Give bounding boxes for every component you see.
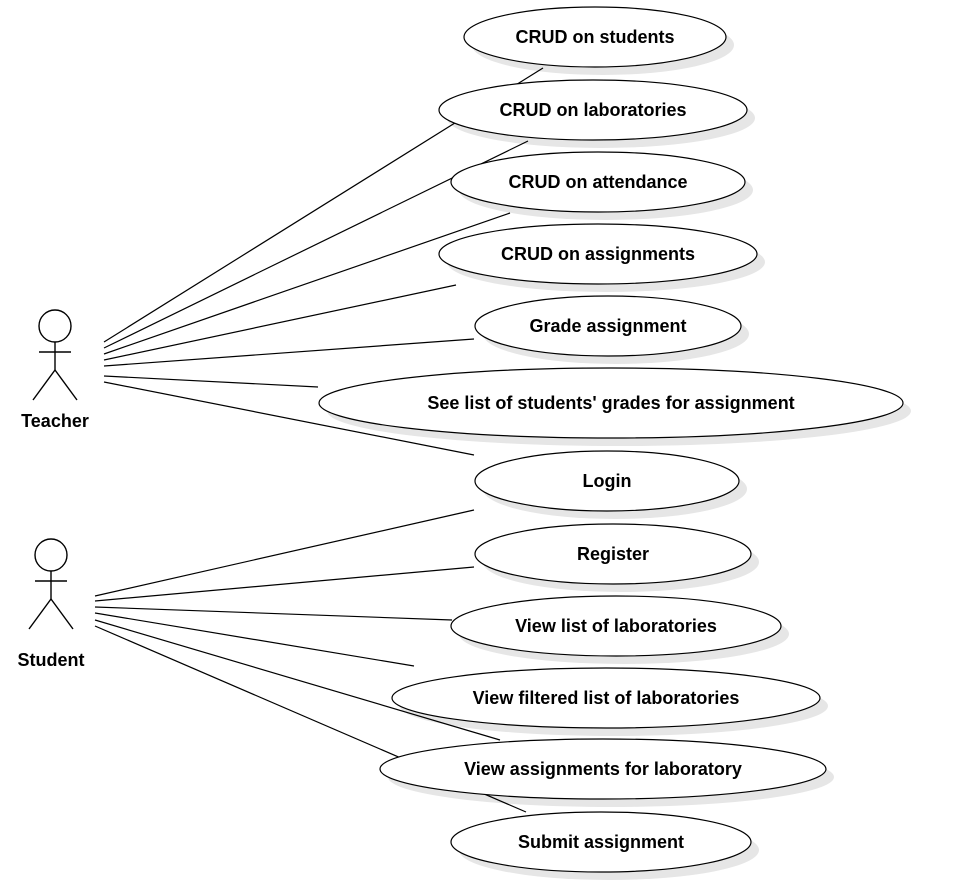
association-line-crud-attendance bbox=[103, 212, 511, 355]
usecase-login[interactable]: Login bbox=[474, 450, 740, 512]
actor-right-leg bbox=[54, 369, 78, 401]
actor-left-leg bbox=[32, 369, 56, 401]
usecase-ellipse-crud-students[interactable] bbox=[463, 6, 727, 68]
actor-right-leg bbox=[50, 598, 74, 630]
usecase-label-grade-assignment: Grade assignment bbox=[529, 316, 686, 336]
actor-student[interactable]: Student bbox=[18, 538, 85, 670]
usecase-label-login: Login bbox=[583, 471, 632, 491]
usecase-label-submit-assignment: Submit assignment bbox=[518, 832, 684, 852]
usecase-see-grades[interactable]: See list of students' grades for assignm… bbox=[318, 367, 904, 439]
association-line-view-filtered-labs bbox=[94, 606, 453, 621]
usecase-ellipse-submit-assignment[interactable] bbox=[450, 811, 752, 873]
usecase-crud-assignments[interactable]: CRUD on assignments bbox=[438, 223, 758, 285]
usecase-label-crud-students: CRUD on students bbox=[516, 27, 675, 47]
usecase-ellipse-view-assignments[interactable] bbox=[379, 738, 827, 800]
actor-label-student: Student bbox=[18, 650, 85, 670]
usecase-register[interactable]: Register bbox=[474, 523, 752, 585]
usecase-crud-attendance[interactable]: CRUD on attendance bbox=[450, 151, 746, 213]
usecase-label-view-filtered-labs: View filtered list of laboratories bbox=[473, 688, 740, 708]
usecase-crud-students[interactable]: CRUD on students bbox=[463, 6, 727, 68]
usecase-view-labs[interactable]: View list of laboratories bbox=[450, 595, 782, 657]
usecase-view-filtered-labs[interactable]: View filtered list of laboratories bbox=[391, 667, 821, 729]
usecase-ellipse-see-grades[interactable] bbox=[318, 367, 904, 439]
usecase-label-view-assignments: View assignments for laboratory bbox=[464, 759, 742, 779]
usecase-label-see-grades: See list of students' grades for assignm… bbox=[427, 393, 794, 413]
association-line-see-grades bbox=[103, 375, 319, 388]
usecase-label-register: Register bbox=[577, 544, 649, 564]
association-line-crud-assignments bbox=[103, 284, 457, 361]
usecase-submit-assignment[interactable]: Submit assignment bbox=[450, 811, 752, 873]
association-line-login bbox=[103, 381, 475, 456]
actor-teacher[interactable]: Teacher bbox=[21, 309, 89, 431]
actor-head-icon bbox=[34, 538, 68, 572]
usecase-ellipse-crud-assignments[interactable] bbox=[438, 223, 758, 285]
usecase-ellipse-view-labs[interactable] bbox=[450, 595, 782, 657]
usecase-label-view-labs: View list of laboratories bbox=[515, 616, 717, 636]
usecase-view-assignments[interactable]: View assignments for laboratory bbox=[379, 738, 827, 800]
usecase-crud-laboratories[interactable]: CRUD on laboratories bbox=[438, 79, 748, 141]
usecase-ellipse-register[interactable] bbox=[474, 523, 752, 585]
usecase-ellipse-crud-laboratories[interactable] bbox=[438, 79, 748, 141]
actor-left-leg bbox=[28, 598, 52, 630]
usecase-label-crud-laboratories: CRUD on laboratories bbox=[499, 100, 686, 120]
association-line-grade-assignment bbox=[103, 338, 475, 367]
usecase-ellipse-crud-attendance[interactable] bbox=[450, 151, 746, 213]
usecase-ellipse-login[interactable] bbox=[474, 450, 740, 512]
association-line-view-assignments bbox=[94, 612, 415, 667]
association-line-view-labs bbox=[94, 566, 475, 602]
usecase-ellipse-grade-assignment[interactable] bbox=[474, 295, 742, 357]
actor-label-teacher: Teacher bbox=[21, 411, 89, 431]
usecase-label-crud-assignments: CRUD on assignments bbox=[501, 244, 695, 264]
association-line-register bbox=[94, 509, 475, 597]
actor-head-icon bbox=[38, 309, 72, 343]
usecase-ellipse-view-filtered-labs[interactable] bbox=[391, 667, 821, 729]
usecase-label-crud-attendance: CRUD on attendance bbox=[508, 172, 687, 192]
usecase-grade-assignment[interactable]: Grade assignment bbox=[474, 295, 742, 357]
association-line-submit-assignment bbox=[94, 619, 501, 741]
